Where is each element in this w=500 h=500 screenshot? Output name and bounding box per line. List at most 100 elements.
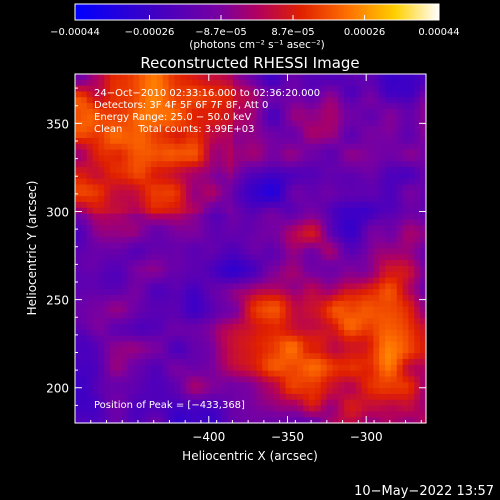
heatmap-cell xyxy=(180,143,187,151)
heatmap-cell xyxy=(408,126,415,133)
heatmap-cell xyxy=(145,196,152,203)
heatmap-cell xyxy=(297,324,304,331)
heatmap-cell xyxy=(80,370,88,378)
heatmap-cell xyxy=(256,91,263,98)
heatmap-cell xyxy=(309,393,316,401)
heatmap-cell xyxy=(303,393,310,401)
heatmap-cell xyxy=(168,231,176,238)
heatmap-cell xyxy=(197,289,205,296)
heatmap-cell xyxy=(373,114,380,122)
heatmap-cell xyxy=(238,382,246,389)
heatmap-cell xyxy=(180,364,187,372)
heatmap-cell xyxy=(168,126,176,133)
heatmap-cell xyxy=(297,376,304,383)
heatmap-cell xyxy=(168,242,176,250)
heatmap-cell xyxy=(250,324,257,331)
heatmap-cell xyxy=(309,347,316,354)
heatmap-cell xyxy=(203,178,211,186)
heatmap-cell xyxy=(145,283,152,290)
heatmap-cell xyxy=(75,254,82,261)
heatmap-cell xyxy=(268,283,275,290)
heatmap-cell xyxy=(145,295,152,302)
heatmap-cell xyxy=(314,143,322,151)
heatmap-cell xyxy=(420,184,427,191)
heatmap-cell xyxy=(355,283,363,290)
heatmap-cell xyxy=(244,85,252,93)
heatmap-cell xyxy=(121,196,129,203)
heatmap-cell xyxy=(127,167,135,174)
heatmap-cell xyxy=(367,417,374,424)
heatmap-cell xyxy=(273,393,281,401)
heatmap-cell xyxy=(110,329,117,337)
heatmap-cell xyxy=(314,196,322,203)
heatmap-cell xyxy=(145,103,152,110)
heatmap-cell xyxy=(209,167,216,174)
heatmap-cell xyxy=(414,149,421,157)
heatmap-cell xyxy=(256,143,263,151)
heatmap-cell xyxy=(291,225,298,232)
heatmap-cell xyxy=(268,184,275,191)
heatmap-cell xyxy=(414,114,421,122)
heatmap-cell xyxy=(104,213,111,221)
heatmap-cell xyxy=(221,190,228,197)
heatmap-cell xyxy=(145,417,152,424)
heatmap-cell xyxy=(385,271,392,279)
heatmap-cell xyxy=(402,74,410,81)
heatmap-cell xyxy=(303,417,310,424)
heatmap-cell xyxy=(314,254,322,261)
heatmap-cell xyxy=(367,295,374,302)
heatmap-cell xyxy=(396,277,404,284)
heatmap-cell xyxy=(156,376,164,383)
heatmap-cell xyxy=(98,399,105,407)
heatmap-cell xyxy=(168,178,176,186)
heatmap-cell xyxy=(115,417,123,424)
heatmap-cell xyxy=(197,213,205,221)
heatmap-cell xyxy=(215,248,222,255)
heatmap-cell xyxy=(344,417,351,424)
heatmap-cell xyxy=(355,335,363,343)
heatmap-cell xyxy=(174,388,181,395)
heatmap-cell xyxy=(303,277,310,284)
heatmap-cell xyxy=(309,172,316,180)
heatmap-cell xyxy=(121,97,129,104)
heatmap-cell xyxy=(338,178,345,186)
heatmap-cell xyxy=(215,207,222,215)
heatmap-cell xyxy=(104,91,111,98)
heatmap-cell xyxy=(414,329,421,337)
heatmap-cell xyxy=(273,97,281,104)
heatmap-cell xyxy=(244,277,252,284)
heatmap-cell xyxy=(244,219,252,226)
heatmap-cell xyxy=(332,103,339,110)
heatmap-cell xyxy=(139,271,146,279)
heatmap-cell xyxy=(192,260,199,267)
heatmap-cell xyxy=(349,143,357,151)
heatmap-cell xyxy=(203,236,211,244)
y-tick-label: 350 xyxy=(46,117,69,131)
heatmap-cell xyxy=(279,254,287,261)
heatmap-cell xyxy=(285,97,293,104)
heatmap-cell xyxy=(250,167,257,174)
heatmap-cell xyxy=(268,137,275,145)
heatmap-cell xyxy=(227,388,234,395)
heatmap-cell xyxy=(238,126,246,133)
heatmap-cell xyxy=(402,277,410,284)
heatmap-cell xyxy=(104,172,111,180)
heatmap-cell xyxy=(186,312,193,319)
heatmap-cell xyxy=(145,120,152,127)
heatmap-cell xyxy=(338,376,345,383)
heatmap-cell xyxy=(285,120,293,127)
heatmap-cell xyxy=(215,347,222,354)
heatmap-cell xyxy=(344,265,351,273)
heatmap-cell xyxy=(402,283,410,290)
heatmap-cell xyxy=(256,201,263,209)
heatmap-cell xyxy=(98,79,105,87)
heatmap-cell xyxy=(192,289,199,296)
heatmap-cell xyxy=(367,190,374,197)
heatmap-cell xyxy=(273,143,281,151)
heatmap-cell xyxy=(273,364,281,372)
heatmap-cell xyxy=(180,260,187,267)
heatmap-cell xyxy=(314,405,322,412)
heatmap-cell xyxy=(314,376,322,383)
heatmap-cell xyxy=(227,306,234,314)
